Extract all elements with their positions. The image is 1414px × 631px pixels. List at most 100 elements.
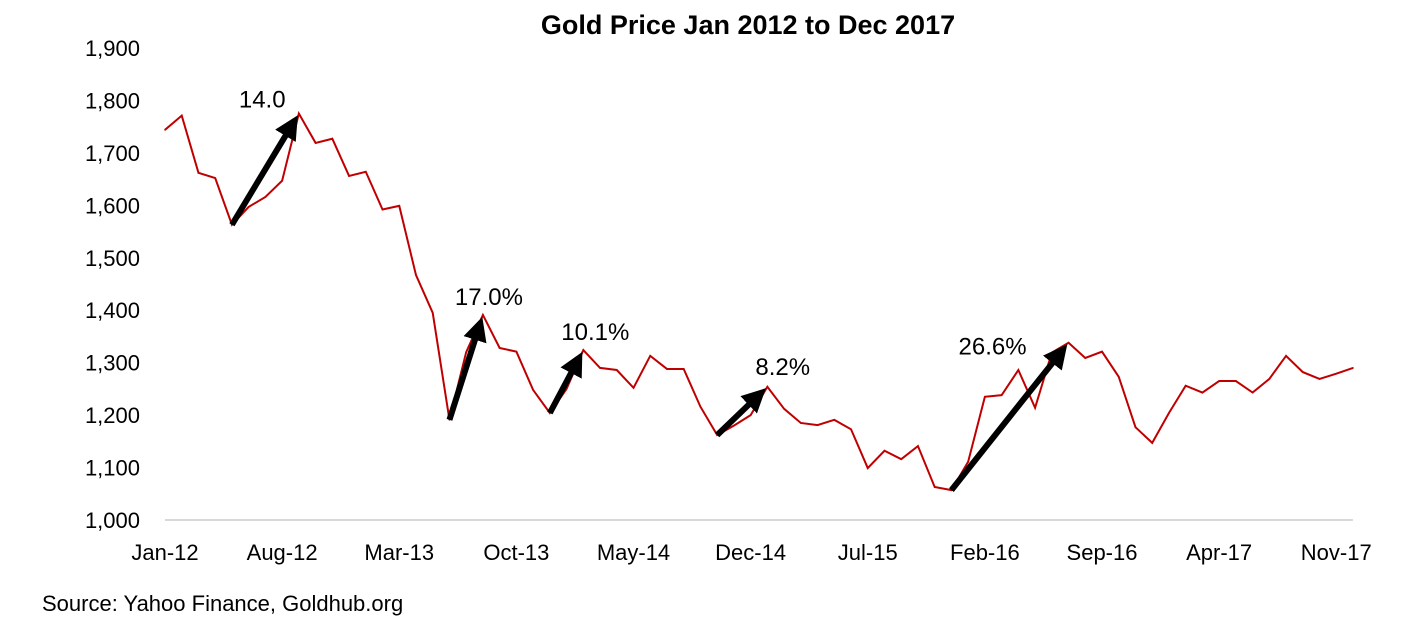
data-point	[415, 274, 417, 276]
x-tick-label: Mar-13	[364, 540, 434, 565]
data-point	[1034, 406, 1036, 409]
y-tick-label: 1,400	[85, 298, 140, 323]
data-point	[917, 445, 919, 447]
y-tick-label: 1,900	[85, 36, 140, 61]
growth-annotation-label: 17.0%	[455, 284, 523, 311]
data-point	[398, 205, 401, 207]
data-point	[850, 428, 852, 431]
data-point	[699, 405, 702, 408]
data-point	[197, 172, 200, 174]
data-point	[281, 179, 283, 182]
x-tick-label: Nov-17	[1301, 540, 1372, 565]
data-point	[164, 129, 166, 131]
data-point	[984, 395, 986, 398]
data-point	[1168, 412, 1170, 414]
data-point	[1251, 391, 1254, 394]
data-point	[1302, 371, 1304, 373]
data-point	[180, 114, 183, 117]
y-tick-label: 1,500	[85, 246, 140, 271]
growth-annotation-label: 10.1%	[561, 319, 629, 346]
growth-annotation-label: 26.6%	[959, 334, 1027, 361]
data-point	[314, 142, 317, 144]
data-point	[1218, 380, 1220, 382]
data-point	[766, 385, 769, 388]
data-point	[1184, 384, 1187, 387]
growth-annotation-label: 14.0	[239, 87, 286, 114]
data-point	[298, 112, 300, 115]
data-point	[1084, 357, 1087, 359]
gold-price-line	[164, 110, 1354, 492]
data-point	[599, 367, 601, 369]
data-point	[498, 347, 501, 349]
data-point	[833, 419, 836, 421]
data-point	[331, 137, 334, 140]
x-tick-label: Apr-17	[1186, 540, 1252, 565]
data-point	[632, 387, 635, 389]
data-point	[1268, 378, 1271, 380]
data-point	[883, 449, 886, 452]
data-point	[515, 350, 518, 353]
data-point	[666, 368, 668, 370]
y-tick-label: 1,200	[85, 403, 140, 428]
x-tick-label: Jul-15	[838, 540, 898, 565]
data-point	[615, 369, 618, 371]
data-point	[816, 424, 819, 426]
data-point	[800, 422, 802, 424]
data-point	[1201, 391, 1204, 394]
growth-arrow	[949, 344, 1068, 492]
data-point	[465, 351, 467, 353]
data-point	[1235, 380, 1237, 382]
data-point	[749, 414, 752, 416]
data-point	[264, 196, 267, 198]
data-point	[247, 206, 250, 208]
data-point	[431, 312, 434, 314]
data-point	[482, 314, 484, 316]
data-point	[783, 408, 785, 410]
data-point	[866, 467, 869, 469]
growth-arrow	[229, 115, 298, 227]
x-tick-label: Aug-12	[247, 540, 318, 565]
data-point	[1017, 369, 1020, 371]
data-point	[733, 424, 735, 427]
x-tick-label: Dec-14	[715, 540, 786, 565]
growth-arrow	[547, 351, 583, 415]
y-tick-label: 1,000	[85, 508, 140, 533]
data-point	[1335, 372, 1338, 375]
x-tick-label: Feb-16	[950, 540, 1020, 565]
data-point	[1117, 376, 1120, 378]
x-tick-label: May-14	[597, 540, 670, 565]
y-tick-label: 1,300	[85, 351, 140, 376]
data-point	[214, 177, 216, 179]
source-note: Source: Yahoo Finance, Goldhub.org	[42, 591, 403, 616]
y-tick-label: 1,600	[85, 193, 140, 218]
data-point	[933, 486, 936, 488]
data-point	[649, 355, 652, 357]
growth-arrow	[715, 388, 766, 438]
data-point	[1151, 442, 1154, 444]
data-point	[1051, 351, 1053, 354]
x-tick-label: Jan-12	[131, 540, 198, 565]
data-point	[1067, 341, 1070, 344]
data-point	[1352, 367, 1354, 369]
growth-annotation-label: 8.2%	[755, 354, 810, 381]
data-point	[348, 175, 350, 177]
y-tick-label: 1,700	[85, 141, 140, 166]
data-point	[682, 368, 685, 370]
growth-arrow	[446, 316, 487, 421]
data-point	[381, 208, 384, 211]
data-point	[1101, 350, 1103, 353]
data-point	[582, 349, 585, 351]
x-tick-label: Oct-13	[483, 540, 549, 565]
data-point	[1285, 355, 1287, 357]
data-point	[967, 460, 969, 463]
chart-title: Gold Price Jan 2012 to Dec 2017	[541, 10, 955, 40]
y-tick-label: 1,800	[85, 88, 140, 113]
data-point	[1000, 394, 1003, 396]
y-tick-label: 1,100	[85, 456, 140, 481]
data-point	[532, 389, 534, 391]
data-point	[900, 458, 903, 460]
x-tick-label: Sep-16	[1067, 540, 1138, 565]
data-point	[364, 170, 367, 173]
data-point	[1134, 426, 1137, 428]
